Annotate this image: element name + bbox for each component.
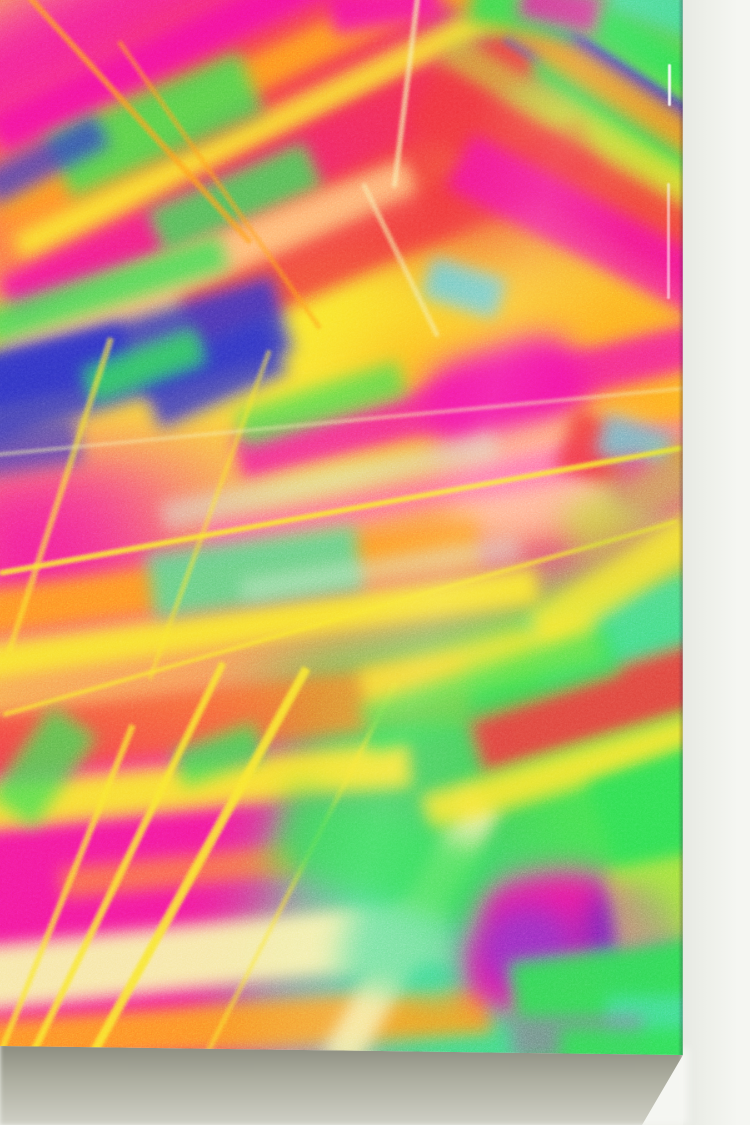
canvas-edge-highlight <box>682 0 683 1055</box>
paint-surface <box>0 0 683 1055</box>
specular-highlight <box>667 183 670 299</box>
canvas-cast-shadow <box>0 1046 683 1125</box>
abstract-painting-canvas <box>0 0 683 1055</box>
specular-highlight <box>668 64 671 106</box>
gallery-wall <box>683 0 750 1125</box>
canvas-side-edge <box>678 0 683 1055</box>
